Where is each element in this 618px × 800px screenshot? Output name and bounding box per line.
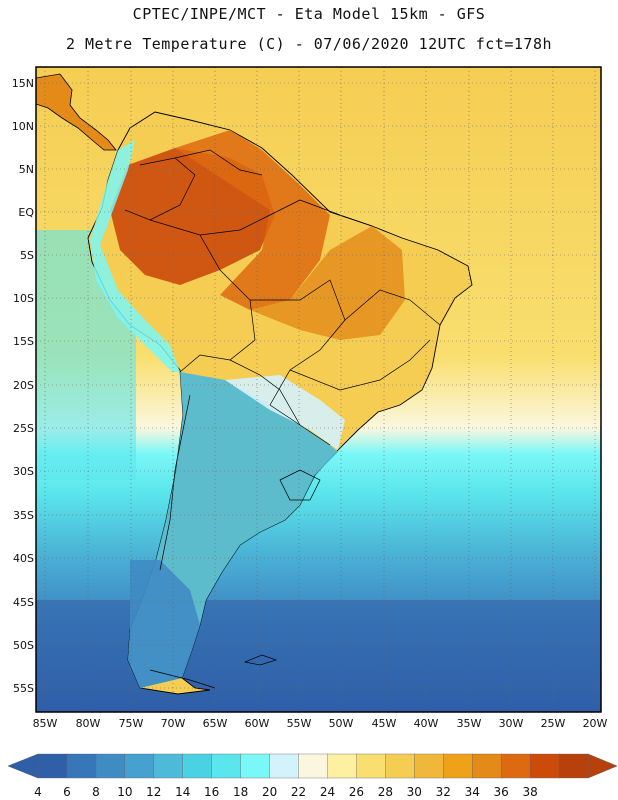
colorbar-tick-label: 6 [63,785,71,799]
lat-label: 45S [13,596,34,609]
lon-label: 70W [161,717,186,730]
colorbar-tick-label: 30 [407,785,422,799]
south-atlantic-band [36,600,601,712]
lat-label: 30S [13,465,34,478]
colorbar-swatch [211,753,242,779]
colorbar-tick-label: 28 [378,785,393,799]
colorbar-tick-label: 8 [92,785,100,799]
colorbar-swatch [269,753,300,779]
colorbar-swatch [356,753,387,779]
central-america-land [36,73,117,151]
colorbar-tick-label: 26 [349,785,364,799]
colorbar-swatch [240,753,271,779]
central-brazil-warm [250,226,405,340]
colorbar-swatch [558,753,589,779]
lat-label: 50S [13,639,34,652]
colorbar-swatch [37,753,68,779]
colorbar-tick-label: 22 [291,785,306,799]
colorbar-over-arrow [587,753,618,779]
colorbar-tick-label: 20 [262,785,277,799]
lon-label: 60W [245,717,270,730]
colorbar-tick-label: 4 [34,785,42,799]
colorbar-tick-label: 18 [233,785,248,799]
colorbar-under-arrow [7,753,39,779]
longitude-labels: 85W 80W 75W 70W 65W 60W 55W 50W 45W 40W … [33,717,608,730]
andes-cool-strip [90,140,180,372]
colorbar-swatch [95,753,126,779]
colorbar-tick-label: 14 [175,785,190,799]
lat-label: 10N [12,120,34,133]
chart-title-line-2: 2 Metre Temperature (C) - 07/06/2020 12U… [65,35,553,53]
lat-label: 55S [13,682,34,695]
lat-label: 20S [13,379,34,392]
colorbar-tick-label: 24 [320,785,335,799]
lon-label: 35W [457,717,482,730]
lat-label: 15S [13,335,34,348]
colorbar-swatch [414,753,444,779]
colorbar-tick-label: 10 [117,785,132,799]
colorbar-swatch [443,753,473,779]
colorbar-swatch [66,753,97,779]
colorbar: 4 6 8 10 12 14 16 18 20 22 24 26 28 30 32 34 36 38 [7,753,618,799]
lon-label: 40W [414,717,439,730]
lon-label: 45W [372,717,397,730]
lon-label: 25W [541,717,566,730]
lat-label: EQ [18,206,34,219]
lon-label: 65W [203,717,228,730]
colorbar-swatch [327,753,358,779]
colorbar-swatch [529,753,560,779]
chart-title-line-1: CPTEC/INPE/MCT - Eta Model 15km - GFS [132,5,486,23]
lon-label: 85W [33,717,58,730]
lon-label: 80W [76,717,101,730]
lon-label: 50W [329,717,354,730]
map-frame [35,66,602,713]
colorbar-tick-label: 34 [465,785,480,799]
lat-label: 25S [13,422,34,435]
lon-label: 30W [499,717,524,730]
lat-label: 5S [20,249,34,262]
northern-hot-region [175,130,330,310]
colorbar-tick-label: 36 [494,785,509,799]
colorbar-swatch [153,753,184,779]
colorbar-swatch [124,753,155,779]
colorbar-swatch [298,753,329,779]
lat-label: 35S [13,509,34,522]
patagonia-cold [128,560,200,688]
lon-label: 20W [583,717,608,730]
lat-label: 5N [19,163,34,176]
lat-label: 40S [13,552,34,565]
south-brazil-mild [225,375,345,450]
lat-label: 10S [13,292,34,305]
colorbar-swatch [385,753,416,779]
lat-label: 15N [12,77,34,90]
colorbar-swatch [182,753,213,779]
colorbar-tick-label: 38 [522,785,537,799]
colorbar-tick-label: 16 [204,785,219,799]
latitude-labels: 15N 10N 5N EQ 5S 10S 15S 20S 25S 30S 35S… [12,77,35,695]
lon-label: 75W [119,717,144,730]
lon-label: 55W [287,717,312,730]
colorbar-tick-label: 32 [436,785,451,799]
colorbar-swatch [472,753,502,779]
country-borders [124,149,441,689]
colorbar-tick-label: 12 [146,785,161,799]
colorbar-swatch [500,753,531,779]
